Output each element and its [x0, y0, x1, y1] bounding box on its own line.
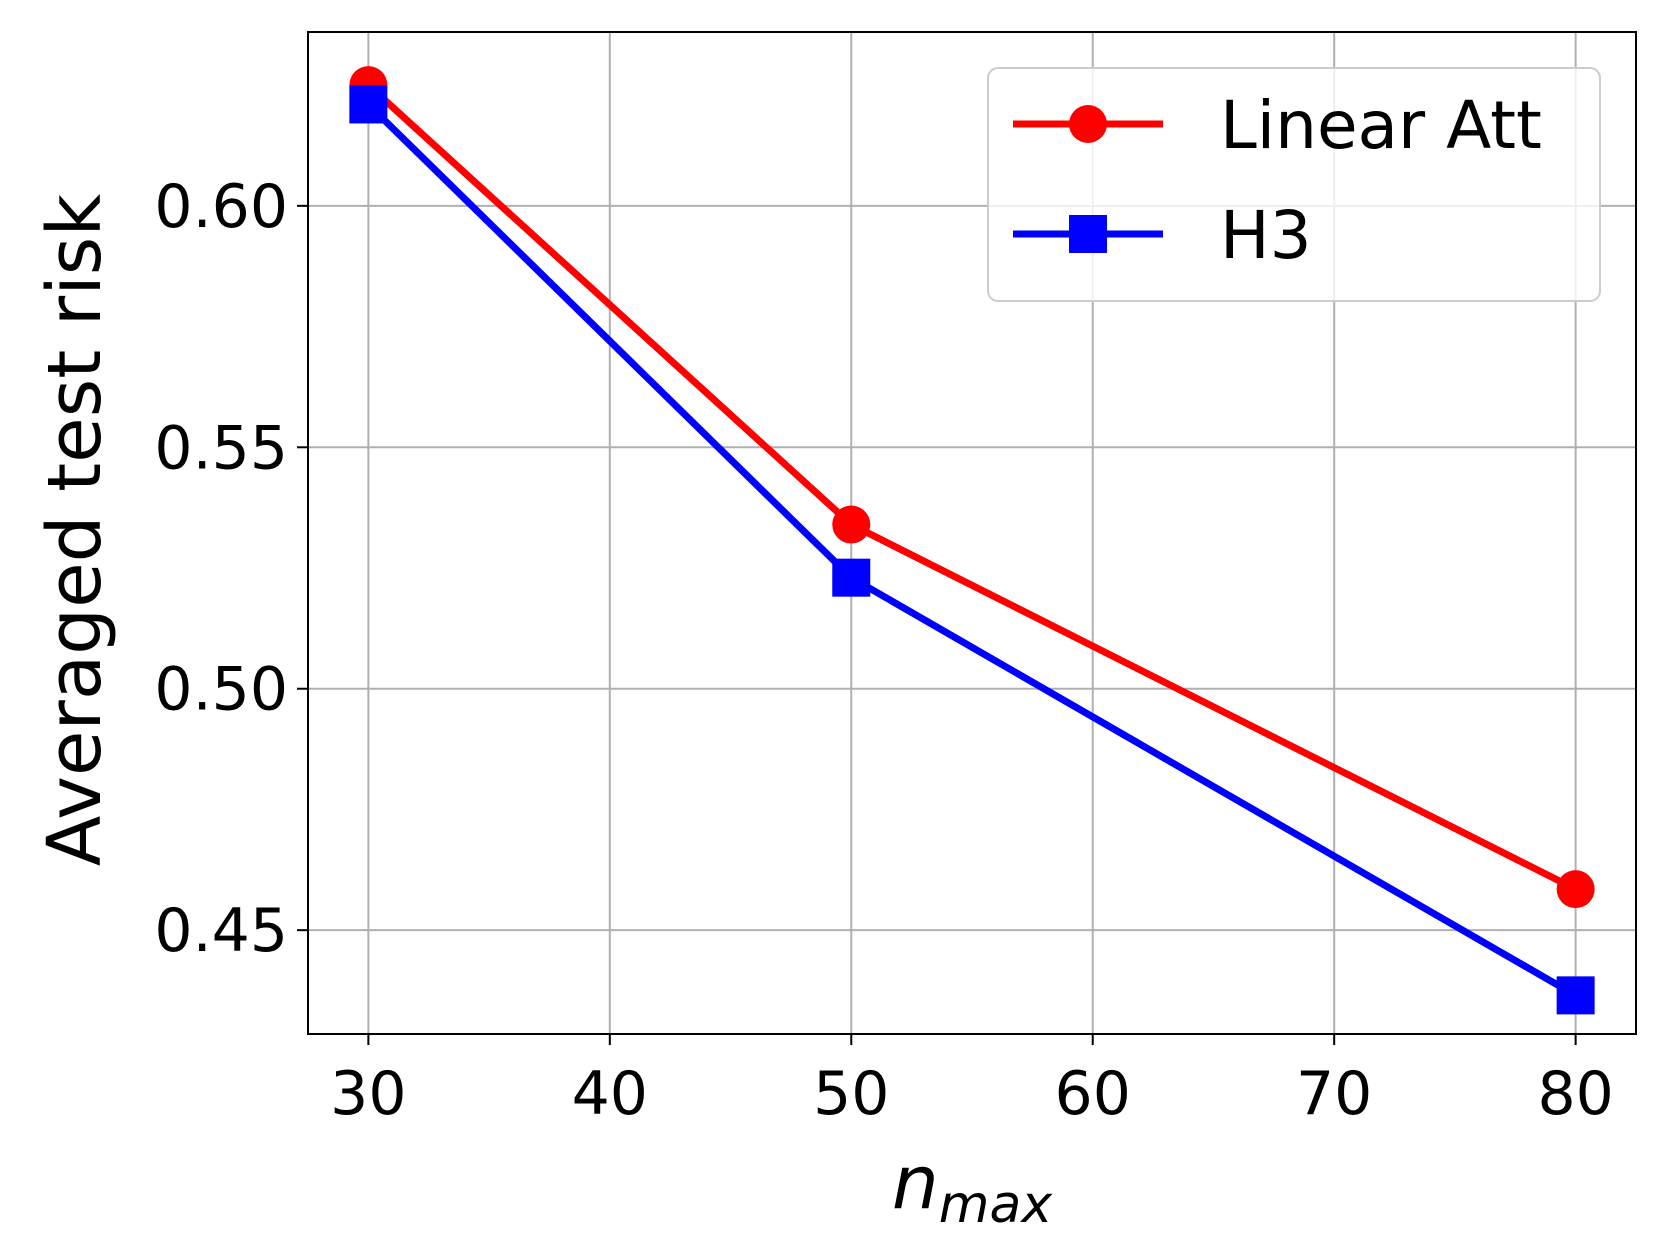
x-tick-label: 30 [330, 1059, 406, 1129]
data-point-h3 [1556, 976, 1595, 1015]
y-axis-label: Averaged test risk [32, 194, 118, 867]
y-tick-label: 0.55 [154, 413, 288, 483]
legend-entry-linear-att: Linear Att [1013, 87, 1542, 164]
series-layer [349, 66, 1595, 1015]
data-point-linear-att [832, 505, 871, 544]
x-axis-label: nmax [892, 1140, 1053, 1235]
x-axis-label-main: n [892, 1140, 939, 1226]
legend-marker-h3 [1069, 215, 1107, 253]
x-tick-label: 40 [572, 1059, 648, 1129]
legend-marker-linear-att [1069, 105, 1107, 143]
data-point-h3 [832, 558, 871, 597]
x-tick-label: 80 [1537, 1059, 1613, 1129]
legend-label-h3: H3 [1220, 197, 1312, 274]
data-point-linear-att [1556, 870, 1595, 909]
x-tick-label: 60 [1055, 1059, 1131, 1129]
plot-frame [307, 31, 1637, 1035]
x-tick-label: 50 [813, 1059, 889, 1129]
y-tick-label: 0.60 [154, 172, 288, 242]
data-point-h3 [349, 85, 388, 124]
legend-entry-h3: H3 [1013, 197, 1312, 274]
series-h3 [349, 85, 1595, 1015]
y-tick-label: 0.45 [154, 896, 288, 966]
legend-label-linear-att: Linear Att [1220, 87, 1542, 164]
y-tick-label: 0.50 [154, 655, 288, 725]
axis-ticks: 30 40 50 60 70 80 0.45 0.50 0.55 0.60 [154, 172, 1613, 1129]
x-tick-label: 70 [1296, 1059, 1372, 1129]
legend: Linear Att H3 [987, 67, 1601, 302]
x-axis-label-subscript: max [939, 1175, 1054, 1235]
